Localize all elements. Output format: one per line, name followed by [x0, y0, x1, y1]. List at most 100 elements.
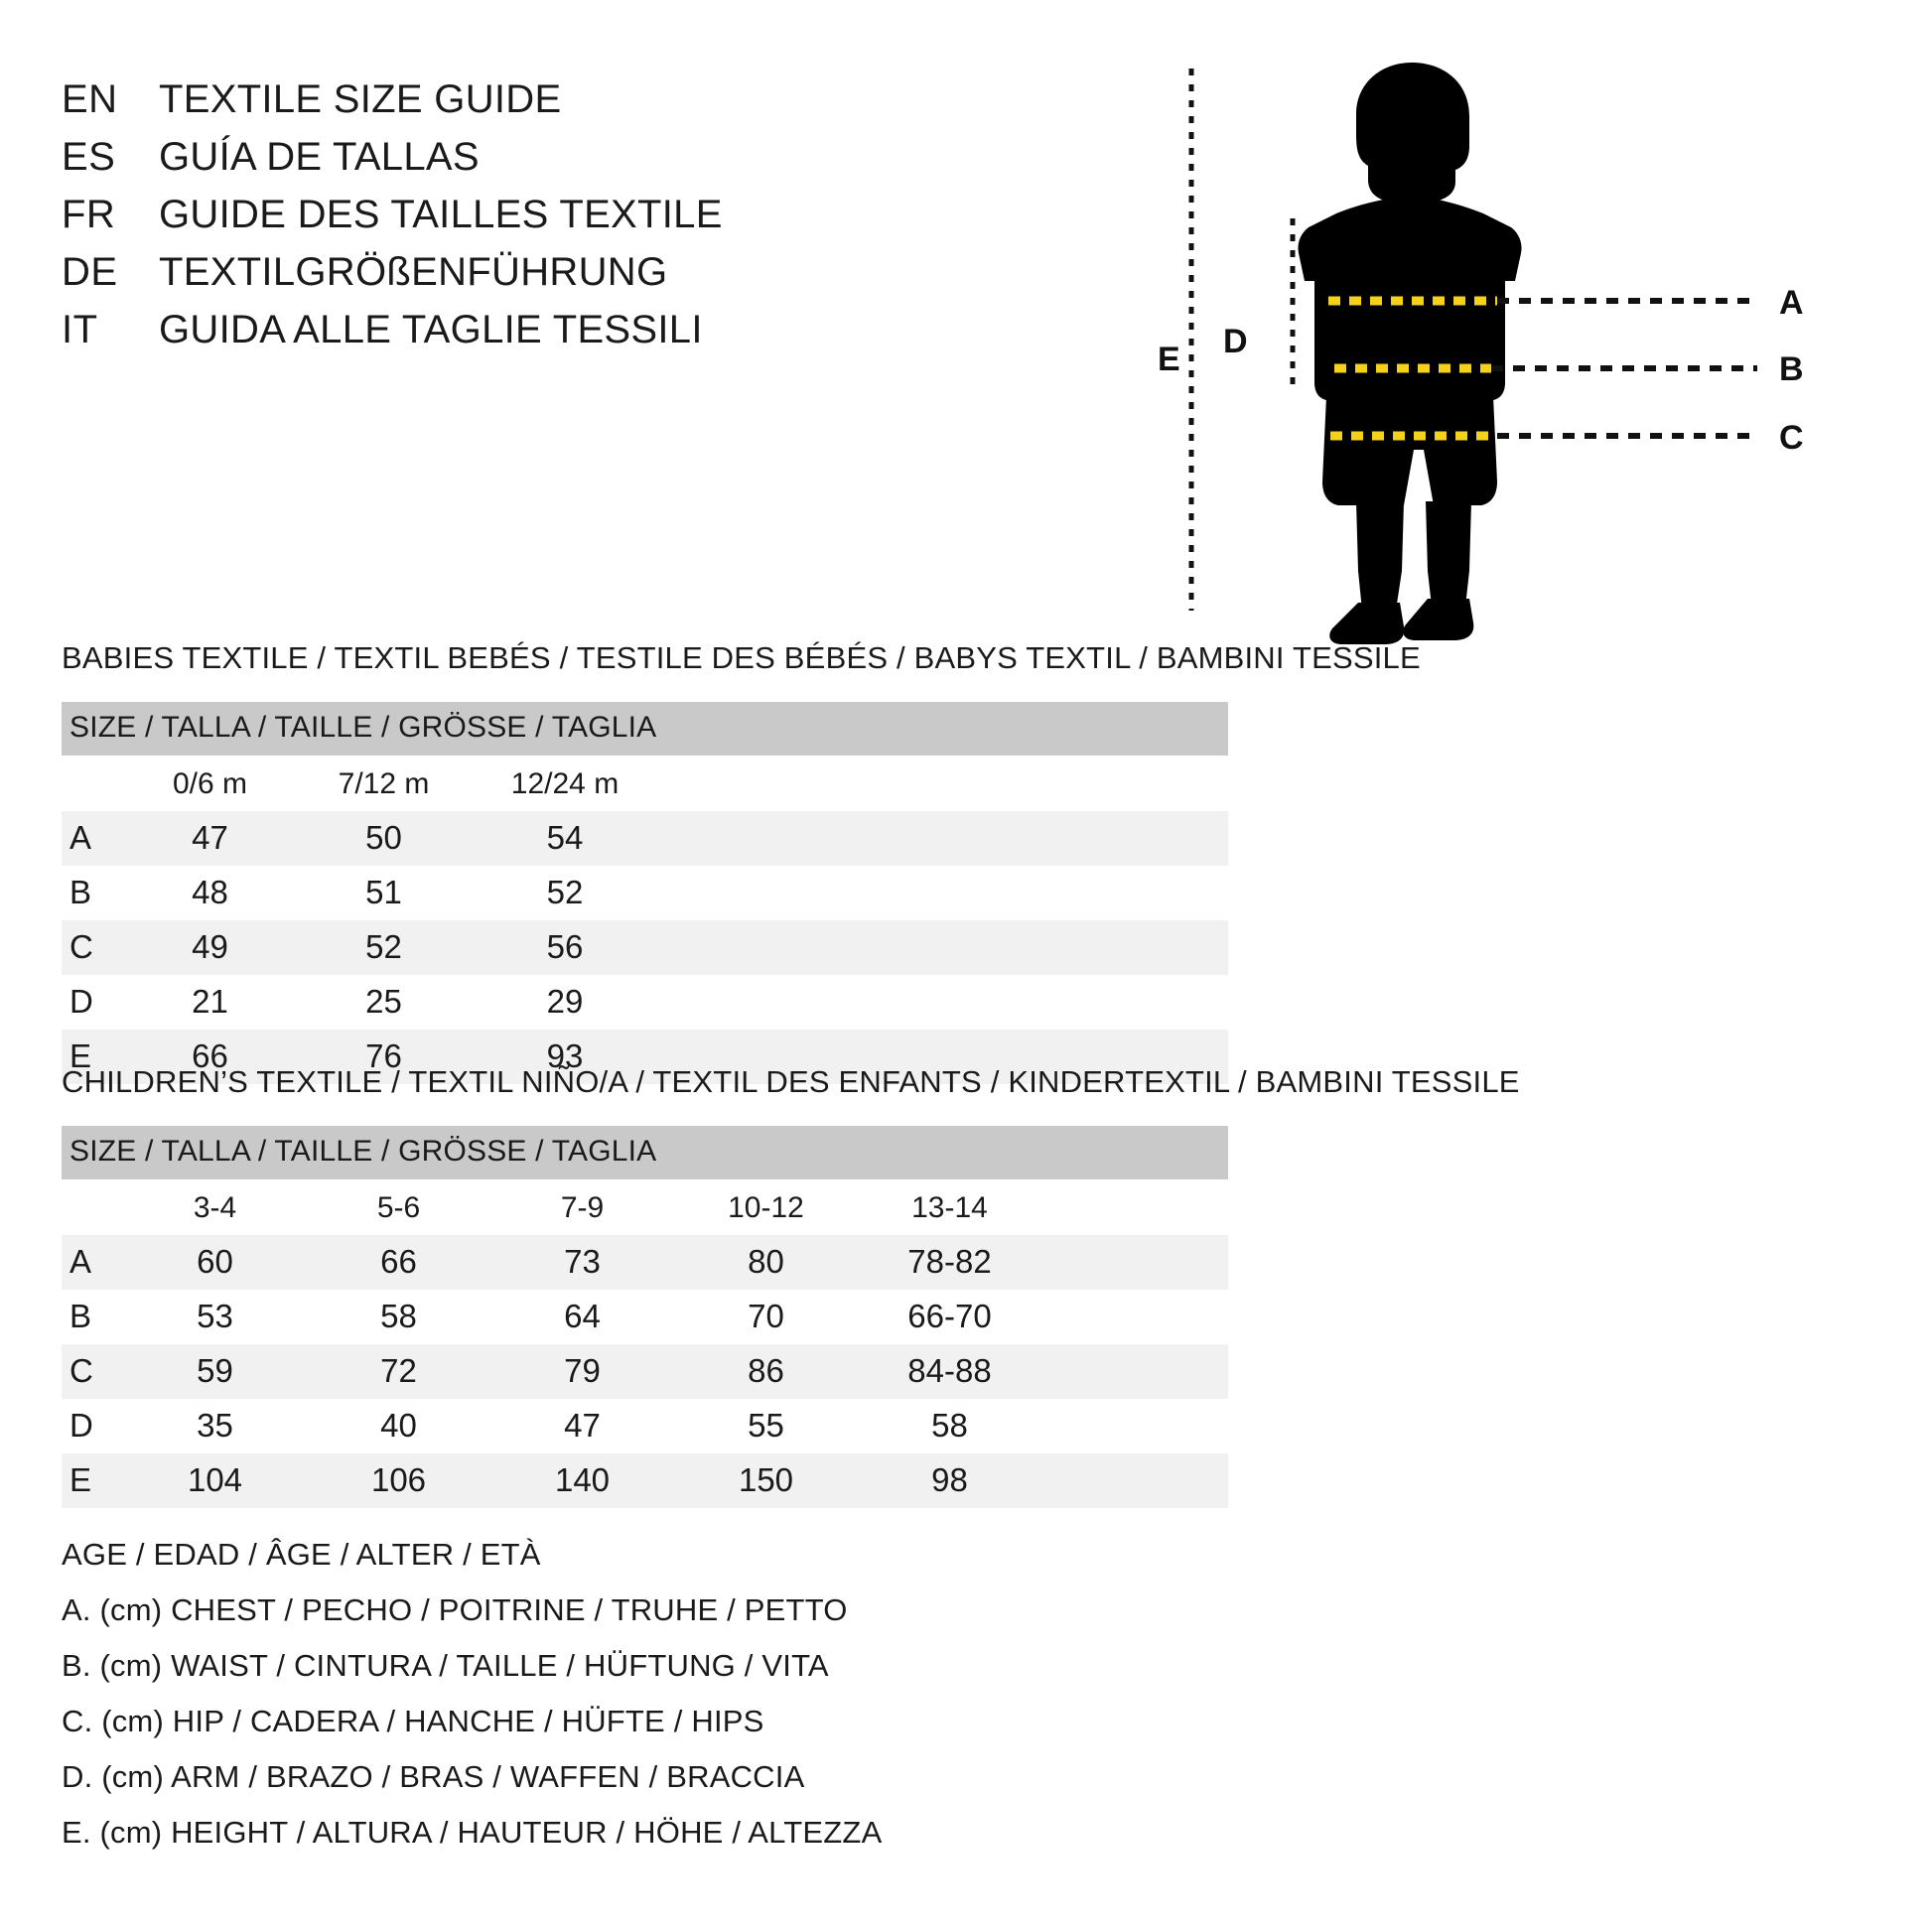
- diagram-label-a: A: [1779, 284, 1804, 322]
- children-cell-a-4: 78-82: [858, 1235, 1041, 1290]
- language-row-it: IT GUIDA ALLE TAGLIE TESSILI: [62, 308, 1005, 365]
- babies-row-key-a: A: [62, 811, 123, 866]
- babies-cell-b-1: 51: [297, 866, 471, 920]
- language-code-en: EN: [62, 77, 118, 121]
- children-column-header-1: 5-6: [307, 1179, 490, 1235]
- babies-section-caption: BABIES TEXTILE / TEXTIL BEBÉS / TESTILE …: [62, 640, 1421, 675]
- babies-column-header-1: 7/12 m: [297, 756, 471, 811]
- children-size-table: SIZE / TALLA / TAILLE / GRÖSSE / TAGLIA …: [62, 1126, 1228, 1508]
- children-cell-b-1: 58: [307, 1290, 490, 1344]
- children-cell-b-4: 66-70: [858, 1290, 1041, 1344]
- children-cell-d-0: 35: [123, 1399, 307, 1453]
- children-cell-e-2: 140: [490, 1453, 674, 1508]
- babies-cell-a-1: 50: [297, 811, 471, 866]
- children-cell-d-2: 47: [490, 1399, 674, 1453]
- diagram-label-e: E: [1158, 341, 1180, 378]
- table-row: A 47 50 54: [62, 811, 1228, 866]
- legend-line-d-arm: D. (cm) ARM / BRAZO / BRAS / WAFFEN / BR…: [62, 1759, 805, 1794]
- children-cell-e-0: 104: [123, 1453, 307, 1508]
- children-cell-d-4: 58: [858, 1399, 1041, 1453]
- children-column-header-0: 3-4: [123, 1179, 307, 1235]
- babies-table-band-label: SIZE / TALLA / TAILLE / GRÖSSE / TAGLIA: [62, 702, 1228, 756]
- babies-table-column-header-row: 0/6 m 7/12 m 12/24 m: [62, 756, 1228, 811]
- child-silhouette-svg: [1188, 63, 1757, 644]
- children-cell-a-2: 73: [490, 1235, 674, 1290]
- children-cell-e-4: 98: [858, 1453, 1041, 1508]
- children-cell-a-3: 80: [674, 1235, 858, 1290]
- diagram-label-d: D: [1223, 323, 1248, 360]
- babies-row-a-spacer: [659, 811, 1228, 866]
- table-row: C 49 52 56: [62, 920, 1228, 975]
- babies-column-header-0: 0/6 m: [123, 756, 297, 811]
- children-cell-b-2: 64: [490, 1290, 674, 1344]
- table-row: B 48 51 52: [62, 866, 1228, 920]
- children-row-key-c: C: [62, 1344, 123, 1399]
- children-header-spacer: [62, 1179, 123, 1235]
- children-section-caption: CHILDREN’S TEXTILE / TEXTIL NIÑO/A / TEX…: [62, 1064, 1520, 1099]
- children-cell-c-2: 79: [490, 1344, 674, 1399]
- babies-cell-d-2: 29: [471, 975, 659, 1030]
- language-row-es: ES GUÍA DE TALLAS: [62, 135, 1005, 193]
- babies-size-table: SIZE / TALLA / TAILLE / GRÖSSE / TAGLIA …: [62, 702, 1228, 1084]
- diagram-label-b: B: [1779, 350, 1804, 388]
- babies-cell-c-2: 56: [471, 920, 659, 975]
- babies-cell-d-0: 21: [123, 975, 297, 1030]
- language-row-de: DE TEXTILGRÖßENFÜHRUNG: [62, 250, 1005, 308]
- babies-cell-e-1: 76: [297, 1030, 471, 1084]
- babies-table-band-row: SIZE / TALLA / TAILLE / GRÖSSE / TAGLIA: [62, 702, 1228, 756]
- babies-cell-b-2: 52: [471, 866, 659, 920]
- children-column-header-3: 10-12: [674, 1179, 858, 1235]
- children-column-header-4: 13-14: [858, 1179, 1041, 1235]
- children-cell-b-3: 70: [674, 1290, 858, 1344]
- children-table-column-header-row: 3-4 5-6 7-9 10-12 13-14: [62, 1179, 1228, 1235]
- language-row-en: EN TEXTILE SIZE GUIDE: [62, 77, 1005, 135]
- children-row-e-spacer: [1041, 1453, 1228, 1508]
- table-row: D 21 25 29: [62, 975, 1228, 1030]
- legend-line-age: AGE / EDAD / ÂGE / ALTER / ETÀ: [62, 1537, 541, 1572]
- babies-row-b-spacer: [659, 866, 1228, 920]
- children-cell-e-1: 106: [307, 1453, 490, 1508]
- language-title-en: TEXTILE SIZE GUIDE: [159, 77, 562, 121]
- legend-line-e-height: E. (cm) HEIGHT / ALTURA / HAUTEUR / HÖHE…: [62, 1815, 883, 1850]
- babies-cell-a-0: 47: [123, 811, 297, 866]
- children-cell-b-0: 53: [123, 1290, 307, 1344]
- table-row: D 35 40 47 55 58: [62, 1399, 1228, 1453]
- children-cell-a-1: 66: [307, 1235, 490, 1290]
- babies-cell-d-1: 25: [297, 975, 471, 1030]
- language-row-fr: FR GUIDE DES TAILLES TEXTILE: [62, 193, 1005, 250]
- children-header-trailing-spacer: [1041, 1179, 1228, 1235]
- babies-cell-a-2: 54: [471, 811, 659, 866]
- children-row-key-b: B: [62, 1290, 123, 1344]
- measurement-diagram: E D A B C: [1122, 55, 1932, 670]
- children-cell-c-1: 72: [307, 1344, 490, 1399]
- babies-cell-e-0: 66: [123, 1030, 297, 1084]
- children-cell-c-0: 59: [123, 1344, 307, 1399]
- babies-row-key-e: E: [62, 1030, 123, 1084]
- children-row-d-spacer: [1041, 1399, 1228, 1453]
- babies-cell-e-2: 93: [471, 1030, 659, 1084]
- table-row: E 66 76 93: [62, 1030, 1228, 1084]
- children-cell-e-3: 150: [674, 1453, 858, 1508]
- children-column-header-2: 7-9: [490, 1179, 674, 1235]
- children-row-b-spacer: [1041, 1290, 1228, 1344]
- children-cell-c-3: 86: [674, 1344, 858, 1399]
- babies-column-header-2: 12/24 m: [471, 756, 659, 811]
- babies-row-c-spacer: [659, 920, 1228, 975]
- children-row-c-spacer: [1041, 1344, 1228, 1399]
- babies-cell-c-0: 49: [123, 920, 297, 975]
- language-code-it: IT: [62, 308, 98, 351]
- babies-cell-b-0: 48: [123, 866, 297, 920]
- children-row-key-a: A: [62, 1235, 123, 1290]
- children-cell-d-1: 40: [307, 1399, 490, 1453]
- children-table-band-label: SIZE / TALLA / TAILLE / GRÖSSE / TAGLIA: [62, 1126, 1228, 1179]
- language-header-block: EN TEXTILE SIZE GUIDE ES GUÍA DE TALLAS …: [62, 77, 1005, 365]
- children-table-band-row: SIZE / TALLA / TAILLE / GRÖSSE / TAGLIA: [62, 1126, 1228, 1179]
- babies-row-d-spacer: [659, 975, 1228, 1030]
- children-cell-c-4: 84-88: [858, 1344, 1041, 1399]
- language-title-fr: GUIDE DES TAILLES TEXTILE: [159, 193, 723, 236]
- children-row-key-d: D: [62, 1399, 123, 1453]
- legend-line-b-waist: B. (cm) WAIST / CINTURA / TAILLE / HÜFTU…: [62, 1648, 829, 1683]
- babies-row-e-spacer: [659, 1030, 1228, 1084]
- legend-line-a-chest: A. (cm) CHEST / PECHO / POITRINE / TRUHE…: [62, 1592, 848, 1627]
- children-row-key-e: E: [62, 1453, 123, 1508]
